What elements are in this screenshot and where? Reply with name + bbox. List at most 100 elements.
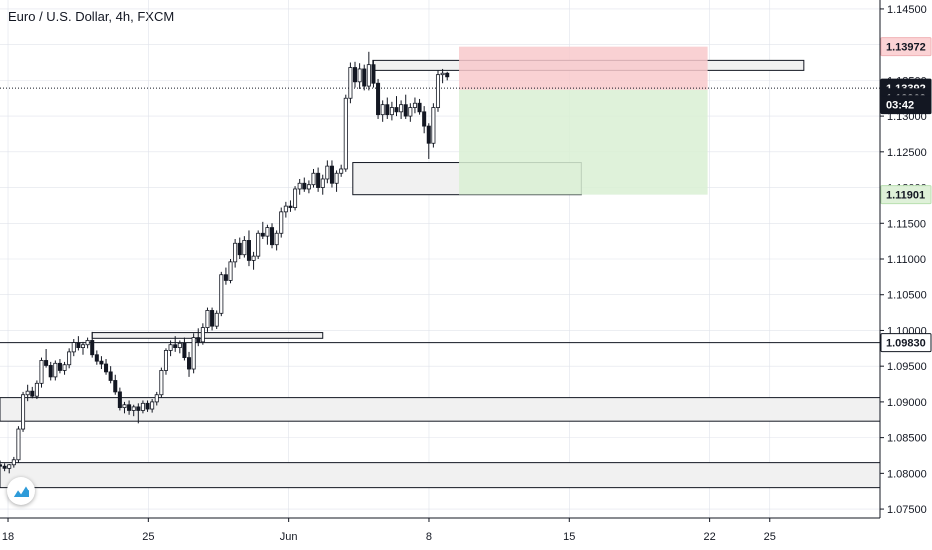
time-axis[interactable]: 18 25 Jun 8 15 22 25 — [0, 517, 932, 550]
price-tick-label: 1.08000 — [887, 468, 927, 480]
price-tag-countdown — [880, 95, 932, 115]
candle-body — [62, 364, 67, 371]
price-tag-label: 03:42 — [886, 100, 914, 112]
candle-body — [219, 274, 224, 314]
candle-body — [325, 165, 330, 180]
time-tick-label: 15 — [563, 531, 575, 543]
candle-body — [205, 310, 210, 328]
candle-body — [334, 172, 339, 184]
price-tick-label: 1.14500 — [887, 4, 927, 16]
candle-body — [67, 351, 72, 366]
price-tag-sl — [880, 37, 932, 57]
candle-body — [256, 232, 261, 257]
candle-body — [44, 360, 49, 366]
candle-body — [223, 274, 228, 281]
candle-body — [76, 342, 81, 348]
candle-body — [237, 242, 242, 256]
candle-body — [426, 125, 431, 144]
price-tick-label: 1.11000 — [887, 254, 926, 266]
time-tick-label: 25 — [764, 531, 776, 543]
time-axis-bg — [0, 518, 932, 550]
candle-body — [145, 402, 150, 410]
candle-body — [288, 205, 293, 208]
candle-body — [53, 362, 58, 378]
price-tag-level — [880, 333, 932, 353]
candle-body — [302, 182, 307, 190]
price-tag-label: 1.11901 — [886, 190, 925, 202]
candle-body — [7, 464, 12, 469]
candle-body — [320, 178, 325, 188]
chart-title: Euro / U.S. Dollar, 4h, FXCM — [8, 9, 175, 24]
tradingview-logo-icon[interactable] — [7, 477, 35, 505]
candle-body — [412, 102, 417, 108]
price-tick-label: 1.11500 — [887, 218, 926, 230]
candle-body — [348, 67, 353, 99]
candle-body — [228, 261, 233, 281]
candle-body — [214, 312, 219, 327]
candle-body — [352, 67, 358, 83]
candle-body — [200, 327, 205, 343]
candle-body — [122, 404, 127, 409]
candle-body — [117, 391, 122, 409]
price-tick-label: 1.12500 — [887, 147, 927, 159]
candle-body — [283, 205, 288, 213]
candle-body — [90, 340, 95, 356]
candle-body — [163, 350, 168, 371]
candle-body — [30, 390, 35, 397]
take-profit-zone — [459, 89, 708, 195]
candle-body — [394, 107, 399, 113]
candle-body — [311, 172, 316, 186]
candle-body — [154, 394, 159, 403]
candle-body — [168, 344, 173, 351]
candle-body — [191, 337, 196, 370]
candle-body — [376, 82, 381, 116]
candle-body — [57, 362, 62, 371]
candle-body — [293, 188, 298, 208]
short-position-tool[interactable] — [459, 46, 708, 195]
price-tag-tp — [880, 185, 932, 205]
candle-body — [389, 107, 394, 116]
candle-body — [173, 344, 178, 348]
candle-body — [127, 404, 132, 411]
price-tick-label: 1.09500 — [887, 361, 927, 373]
candle-body — [385, 104, 390, 116]
candle-body — [150, 401, 155, 410]
candle-body — [408, 107, 413, 117]
candle-body — [136, 406, 141, 411]
candle-body — [113, 380, 118, 393]
candle-body — [242, 240, 247, 256]
candle-body — [210, 310, 215, 327]
candle-body — [159, 370, 164, 396]
candle-body — [182, 342, 187, 358]
candle-body — [187, 357, 192, 370]
candle-body — [260, 232, 265, 237]
time-tick-label: 22 — [703, 531, 715, 543]
candle-body — [366, 64, 371, 87]
candle-body — [343, 97, 348, 170]
price-tick-label: 1.09000 — [887, 397, 927, 409]
candle-body — [306, 184, 311, 190]
candle-body — [417, 102, 422, 113]
candle-body — [435, 74, 441, 108]
candle-body — [16, 428, 21, 461]
candle-body — [94, 354, 99, 362]
candle-body — [140, 402, 145, 411]
candle-body — [196, 337, 201, 343]
candle-body — [265, 227, 270, 237]
candle-body — [403, 104, 408, 117]
candle-body — [85, 340, 90, 346]
time-tick-label: Jun — [280, 531, 298, 543]
price-tick-label: 1.07500 — [887, 504, 927, 516]
zones-layer — [0, 59, 881, 489]
candle-body — [233, 242, 238, 263]
candle-body — [99, 360, 104, 365]
candle-body — [274, 232, 279, 246]
candle-body — [251, 255, 256, 261]
candle-body — [362, 68, 367, 87]
candle-body — [34, 382, 39, 397]
candle-body — [339, 168, 344, 174]
candle-body — [131, 406, 136, 411]
candle-body — [422, 111, 427, 127]
candle-body — [270, 227, 275, 246]
